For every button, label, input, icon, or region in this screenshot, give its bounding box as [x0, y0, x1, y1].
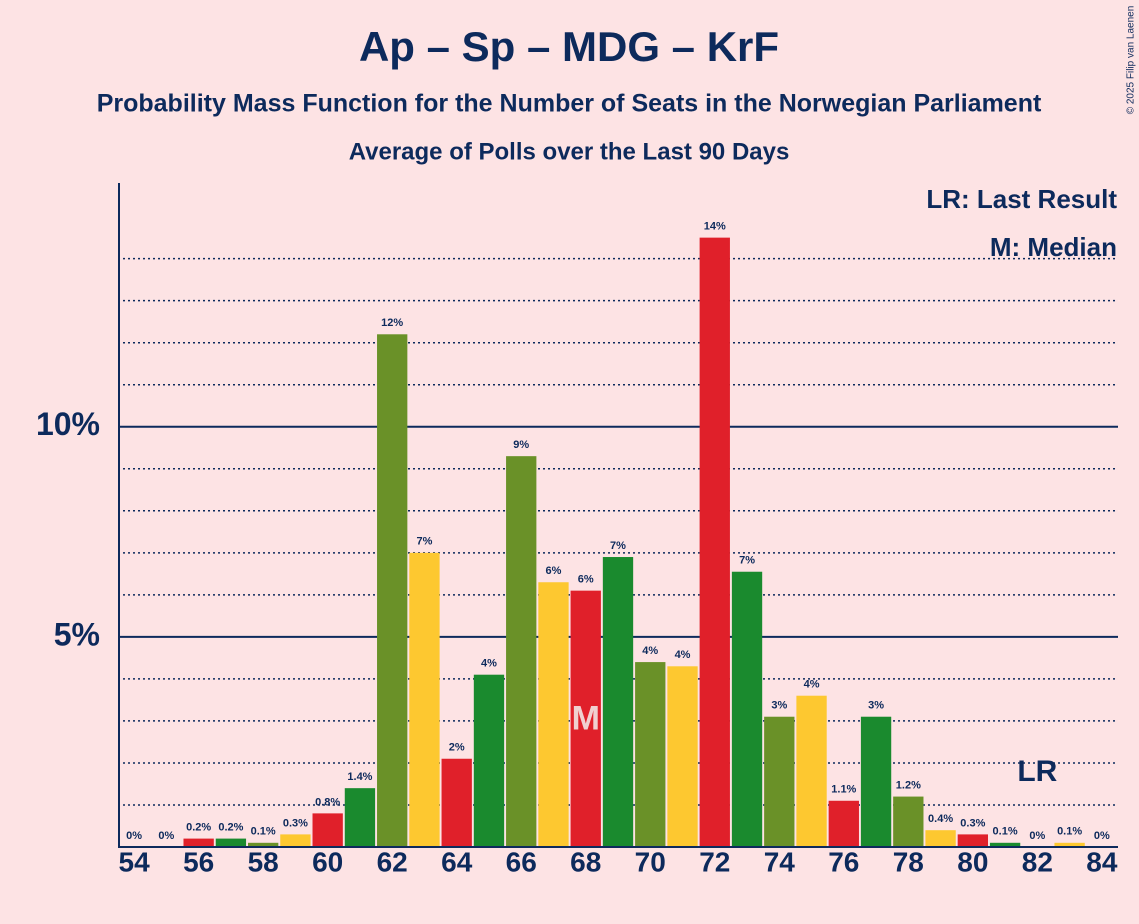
value-label: 4% [481, 658, 497, 670]
value-label: 0.1% [993, 826, 1018, 838]
value-label: 6% [578, 574, 594, 586]
last-result-marker: LR [1017, 755, 1057, 788]
value-label: 3% [868, 700, 884, 712]
legend-entry: M: Median [990, 232, 1117, 262]
x-tick-label: 82 [1022, 846, 1053, 877]
bar [893, 796, 924, 847]
x-tick-label: 58 [248, 846, 279, 877]
value-label: 0.1% [1057, 826, 1082, 838]
chart-subtitle: Probability Mass Function for the Number… [97, 90, 1042, 118]
value-label: 0% [126, 830, 142, 842]
bar [441, 758, 472, 847]
chart-title: Ap – Sp – MDG – KrF [359, 23, 779, 70]
x-tick-label: 66 [506, 846, 537, 877]
value-label: 14% [704, 221, 726, 233]
value-label: 3% [771, 700, 787, 712]
bar [409, 552, 440, 847]
value-label: 0.3% [960, 817, 985, 829]
y-tick-label: 10% [36, 406, 100, 442]
value-label: 0.2% [218, 822, 243, 834]
median-marker: M [572, 700, 600, 738]
bar [377, 334, 408, 847]
x-tick-label: 60 [312, 846, 343, 877]
bar [183, 838, 214, 847]
x-tick-label: 84 [1086, 846, 1118, 877]
bar [828, 800, 859, 847]
value-label: 12% [381, 317, 403, 329]
value-label: 1.4% [347, 771, 372, 783]
value-label: 2% [449, 742, 465, 754]
bar [635, 662, 666, 847]
value-label: 6% [546, 565, 562, 577]
x-tick-label: 62 [377, 846, 408, 877]
value-label: 7% [416, 536, 432, 548]
bar [280, 834, 311, 847]
x-tick-label: 76 [828, 846, 859, 877]
value-label: 9% [513, 439, 529, 451]
bar [602, 557, 634, 847]
x-tick-label: 80 [957, 846, 988, 877]
x-tick-label: 74 [764, 846, 796, 877]
value-label: 0.2% [186, 822, 211, 834]
value-label: 0% [1094, 830, 1110, 842]
bar [731, 571, 763, 847]
value-label: 1.2% [896, 779, 921, 791]
bar [667, 666, 698, 847]
value-label: 0% [1029, 830, 1045, 842]
bar [699, 237, 730, 847]
bar [989, 842, 1021, 847]
bar [215, 838, 247, 847]
x-tick-label: 68 [570, 846, 601, 877]
x-tick-label: 54 [119, 846, 151, 877]
value-label: 4% [642, 645, 658, 657]
bar [506, 456, 537, 847]
x-tick-label: 78 [893, 846, 924, 877]
bar [344, 788, 376, 847]
value-label: 1.1% [831, 784, 856, 796]
legend-entry: LR: Last Result [926, 184, 1117, 214]
bar [764, 716, 795, 847]
bar [925, 830, 956, 847]
value-label: 0.8% [315, 796, 340, 808]
value-label: 7% [610, 540, 626, 552]
bar [538, 582, 569, 847]
y-tick-label: 5% [54, 616, 100, 652]
x-tick-label: 64 [441, 846, 473, 877]
value-label: 0% [158, 830, 174, 842]
chart-subtitle: Average of Polls over the Last 90 Days [349, 138, 790, 165]
x-tick-label: 56 [183, 846, 214, 877]
bar [957, 834, 988, 847]
value-label: 0.3% [283, 817, 308, 829]
bar [312, 813, 343, 847]
x-tick-label: 70 [635, 846, 666, 877]
value-label: 4% [804, 679, 820, 691]
value-label: 0.4% [928, 813, 953, 825]
bar [473, 674, 505, 847]
bar [1054, 842, 1085, 847]
value-label: 0.1% [251, 826, 276, 838]
copyright: © 2025 Filip van Laenen [1126, 6, 1137, 115]
bar [248, 842, 279, 847]
bar [796, 695, 827, 847]
bar [860, 716, 892, 847]
value-label: 7% [739, 555, 755, 567]
bar [570, 590, 601, 847]
value-label: 4% [675, 649, 691, 661]
x-tick-label: 72 [699, 846, 730, 877]
